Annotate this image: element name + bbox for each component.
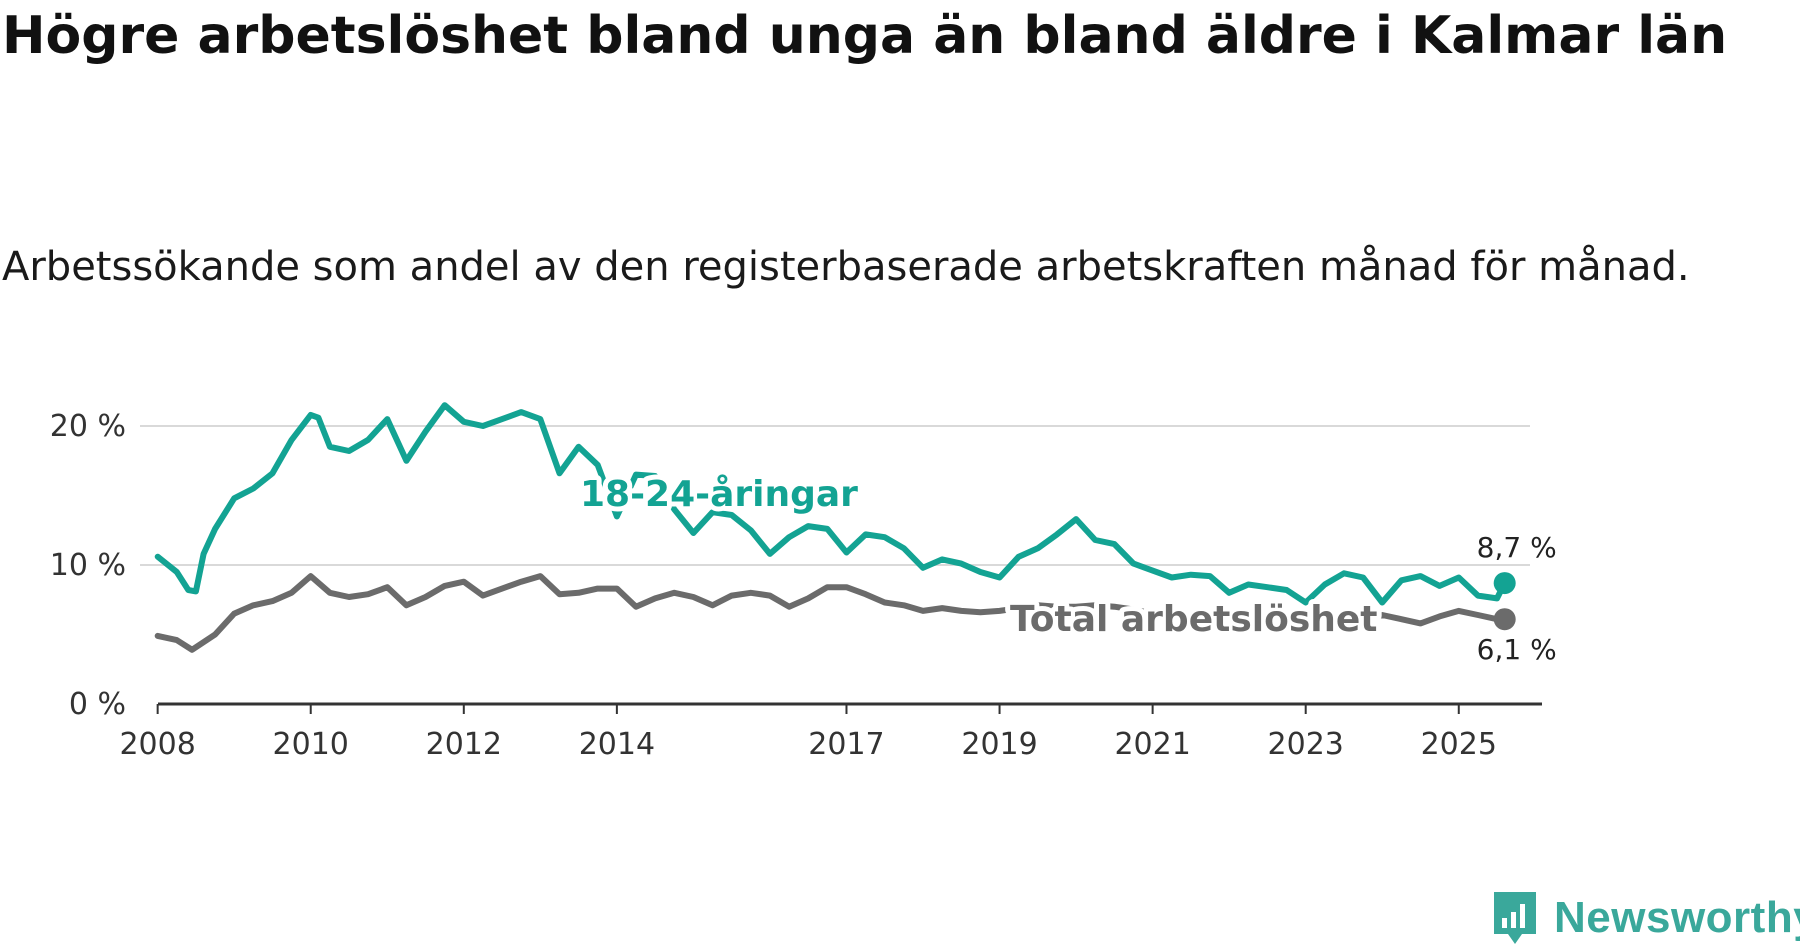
newsworthy-icon: [1494, 892, 1536, 944]
x-tick-label: 2010: [273, 727, 349, 762]
y-tick-label: 20 %: [50, 409, 126, 444]
x-tick-label: 2014: [579, 727, 655, 762]
x-tick-label: 2021: [1114, 727, 1190, 762]
youth-series-label: 18-24-åringar: [580, 474, 858, 515]
x-tick-label: 2019: [961, 727, 1037, 762]
youth-end-value-label: 8,7 %: [1477, 531, 1557, 564]
newsworthy-logo[interactable]: Newsworthy: [1490, 888, 1800, 948]
total-end-value-label: 6,1 %: [1477, 633, 1557, 666]
grid-lines: 0 % 10 % 20 %: [50, 409, 1530, 722]
series-lines: [154, 402, 1516, 653]
y-tick-label: 10 %: [50, 548, 126, 583]
newsworthy-wordmark: Newsworthy: [1554, 893, 1800, 942]
x-tick-label: 2008: [119, 727, 195, 762]
youth-end-point: [1493, 572, 1516, 595]
x-tick-label: 2023: [1268, 727, 1344, 762]
youth-series-line: [154, 402, 1508, 606]
y-tick-label: 0 %: [69, 687, 126, 722]
chart-subtitle: Arbetssökande som andel av den registerb…: [2, 244, 1690, 290]
total-series-label: Total arbetslöshet: [1010, 599, 1378, 640]
x-tick-label: 2025: [1421, 727, 1497, 762]
x-tick-label: 2017: [808, 727, 884, 762]
chart-title: Högre arbetslöshet bland unga än bland ä…: [2, 6, 1728, 66]
total-series-line: [154, 573, 1508, 653]
total-end-point: [1493, 608, 1516, 631]
x-axis: 2008 2010 2012 2014 2017 2019 2021 2023 2025: [119, 702, 1542, 762]
x-tick-label: 2012: [426, 727, 502, 762]
series-labels: 18-24-åringar Total arbetslöshet 8,7 % 6,1 …: [575, 469, 1557, 666]
